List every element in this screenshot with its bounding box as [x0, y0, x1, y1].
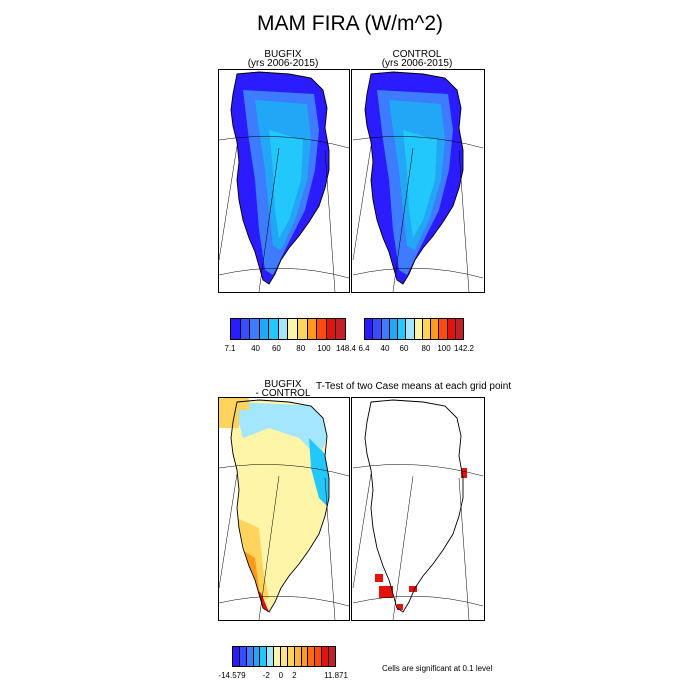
colorbar-swatch	[422, 319, 431, 339]
diff-title-line1: BUGFIX	[264, 379, 302, 390]
colorbar-swatch	[326, 319, 337, 339]
colorbar-swatch	[315, 647, 323, 666]
colorbar-tick-label: 100	[317, 344, 331, 353]
colorbar-tick-label: 6.4	[358, 344, 370, 353]
bugfix-colorbar	[230, 318, 346, 340]
bugfix-map-panel	[218, 69, 350, 293]
figure-title: MAM FIRA (W/m^2)	[256, 12, 443, 35]
colorbar-swatch	[281, 647, 288, 666]
map-graphic	[352, 71, 484, 292]
colorbar-swatch	[329, 647, 335, 666]
colorbar-swatch	[288, 319, 299, 339]
colorbar-swatch	[233, 647, 240, 666]
colorbar-swatch	[259, 319, 270, 339]
colorbar-swatch	[373, 319, 382, 339]
bugfix-colorbar-labels: 7.1 40 60 80 100 148.4	[224, 344, 356, 356]
colorbar-tick-label: 148.4	[335, 344, 357, 353]
control-panel-title: CONTROL (yrs 2006-2015)	[351, 49, 483, 69]
colorbar-swatch	[455, 319, 463, 339]
control-title-line1: CONTROL	[392, 49, 442, 60]
colorbar-tick-label: 80	[421, 344, 431, 353]
diff-colorbar	[232, 646, 336, 667]
colorbar-swatch	[389, 319, 398, 339]
colorbar-tick-label: 0	[278, 671, 284, 680]
diff-panel-title: BUGFIX - CONTROL	[218, 379, 348, 399]
colorbar-swatch	[406, 319, 415, 339]
colorbar-swatch	[267, 647, 275, 666]
colorbar-swatch	[431, 319, 440, 339]
colorbar-tick-label: -2	[262, 671, 270, 680]
colorbar-swatch	[260, 647, 268, 666]
colorbar-tick-label: 40	[251, 344, 260, 353]
colorbar-swatch	[240, 319, 251, 339]
control-map-panel	[351, 69, 485, 293]
control-colorbar	[364, 318, 464, 340]
colorbar-swatch	[298, 319, 308, 339]
colorbar-swatch	[294, 647, 302, 666]
ttest-map-panel	[351, 397, 485, 621]
colorbar-swatch	[398, 319, 407, 339]
colorbar-swatch	[365, 319, 374, 339]
colorbar-swatch	[414, 319, 423, 339]
map-graphic	[352, 399, 484, 620]
colorbar-tick-label: -14.579	[218, 671, 246, 680]
colorbar-swatch	[381, 319, 390, 339]
ttest-panel-title: T-Test of two Case means at each grid po…	[316, 381, 512, 392]
bugfix-panel-title: BUGFIX (yrs 2006-2015)	[218, 49, 348, 69]
colorbar-tick-label: 60	[271, 344, 281, 353]
colorbar-swatch	[253, 647, 261, 666]
colorbar-swatch	[336, 319, 345, 339]
colorbar-swatch	[269, 319, 279, 339]
colorbar-swatch	[439, 319, 448, 339]
control-title-line2: (yrs 2006-2015)	[381, 58, 453, 69]
colorbar-tick-label: 100	[437, 344, 451, 353]
colorbar-tick-label: 40	[380, 344, 390, 353]
colorbar-swatch	[274, 647, 282, 666]
colorbar-swatch	[447, 319, 456, 339]
colorbar-tick-label: 11.871	[324, 671, 348, 680]
bugfix-title-line1: BUGFIX	[264, 49, 302, 60]
diff-title-line2: - CONTROL	[255, 388, 311, 399]
colorbar-swatch	[317, 319, 327, 339]
diff-map-panel	[218, 397, 350, 621]
colorbar-swatch	[250, 319, 260, 339]
colorbar-swatch	[308, 647, 316, 666]
colorbar-swatch	[239, 647, 247, 666]
map-graphic	[219, 71, 349, 292]
colorbar-tick-label: 142.2	[453, 344, 475, 353]
diff-colorbar-labels: -14.579 -2 0 2 11.871	[218, 671, 348, 683]
colorbar-tick-label: 60	[399, 344, 409, 353]
colorbar-swatch	[287, 647, 295, 666]
bugfix-title-line2: (yrs 2006-2015)	[247, 58, 319, 69]
colorbar-swatch	[307, 319, 318, 339]
colorbar-tick-label: 2	[292, 671, 297, 680]
colorbar-tick-label: 80	[296, 344, 306, 353]
colorbar-tick-label: 7.1	[224, 344, 236, 353]
colorbar-swatch	[231, 319, 241, 339]
map-graphic	[219, 398, 349, 620]
colorbar-swatch	[278, 319, 289, 339]
colorbar-swatch	[322, 647, 330, 666]
significance-footnote: Cells are significant at 0.1 level	[382, 664, 493, 673]
colorbar-swatch	[246, 647, 254, 666]
colorbar-swatch	[301, 647, 309, 666]
control-colorbar-labels: 6.4 40 60 80 100 142.2	[358, 344, 474, 356]
